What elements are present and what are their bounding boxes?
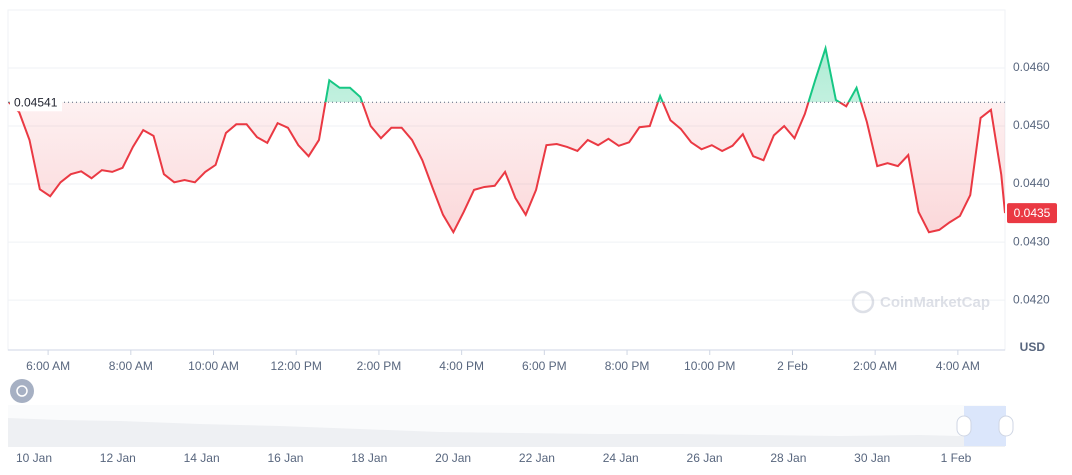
navigator-area [8,418,1005,447]
history-icon [16,385,28,397]
area-down [8,102,1005,233]
navigator-label: 12 Jan [100,451,136,465]
x-tick-label: 2 Feb [777,359,808,373]
y-tick-label: 0.0450 [1013,118,1050,132]
x-tick-label: 10:00 PM [684,359,735,373]
x-tick-label: 4:00 AM [936,359,980,373]
x-tick-label: 4:00 PM [439,359,484,373]
x-tick-label: 6:00 PM [522,359,567,373]
navigator-label: 24 Jan [603,451,639,465]
x-tick-label: 8:00 AM [109,359,153,373]
plot-frame [7,9,1006,351]
navigator-label: 30 Jan [854,451,890,465]
navigator-handle[interactable] [956,415,972,437]
y-unit: USD [1020,340,1046,354]
baseline-label-bg [10,93,62,112]
x-tick-label: 8:00 PM [605,359,650,373]
navigator-label: 20 Jan [435,451,471,465]
y-tick-label: 0.0420 [1013,292,1050,306]
price-line-down [8,102,1005,235]
navigator-label: 18 Jan [351,451,387,465]
x-tick-label: 10:00 AM [188,359,239,373]
navigator-label: 14 Jan [184,451,220,465]
y-tick-label: 0.0440 [1013,176,1050,190]
x-tick-label: 6:00 AM [26,359,70,373]
y-tick-label: 0.0460 [1013,60,1050,74]
x-tick-label: 2:00 PM [357,359,402,373]
current-price-tag [1007,203,1057,224]
watermark: CoinMarketCap [851,290,990,314]
y-tick-label: 0.0430 [1013,234,1050,248]
navigator-label: 1 Feb [941,451,972,465]
x-tick-label: 2:00 AM [853,359,897,373]
navigator-handle[interactable] [998,415,1014,437]
navigator-label: 22 Jan [519,451,555,465]
current-price-label: 0.0435 [1014,206,1051,220]
x-tick-label: 12:00 PM [271,359,322,373]
history-button[interactable] [10,379,34,403]
navigator-label: 26 Jan [687,451,723,465]
navigator-label: 16 Jan [267,451,303,465]
navigator-label: 28 Jan [770,451,806,465]
watermark-text: CoinMarketCap [880,294,990,311]
baseline-label: 0.04541 [14,95,58,109]
navigator-label: 10 Jan [16,451,52,465]
